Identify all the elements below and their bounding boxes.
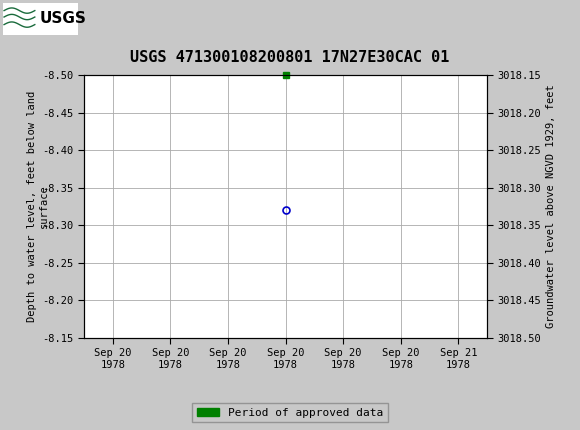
Legend: Period of approved data: Period of approved data	[193, 403, 387, 422]
Bar	[3, 3, 78, 35]
Text: USGS: USGS	[39, 12, 86, 26]
Text: USGS 471300108200801 17N27E30CAC 01: USGS 471300108200801 17N27E30CAC 01	[130, 49, 450, 64]
Y-axis label: Groundwater level above NGVD 1929, feet: Groundwater level above NGVD 1929, feet	[546, 85, 556, 328]
Y-axis label: Depth to water level, feet below land
surface: Depth to water level, feet below land su…	[27, 91, 49, 322]
